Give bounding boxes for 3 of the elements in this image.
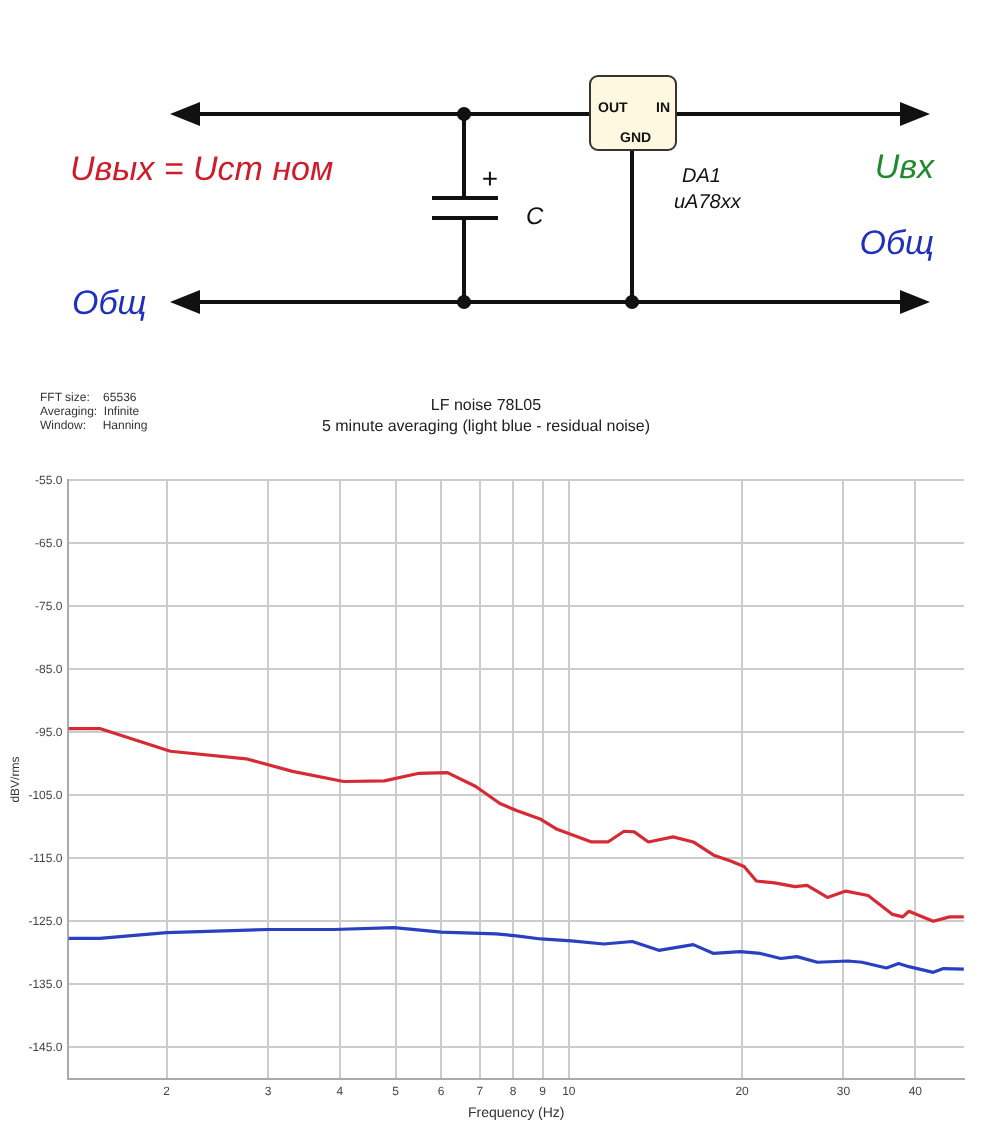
chart-title: LF noise 78L05	[430, 396, 543, 415]
chart-subtitle: 5 minute averaging (light blue - residual noise)	[321, 417, 651, 436]
text: Общ	[72, 284, 147, 322]
